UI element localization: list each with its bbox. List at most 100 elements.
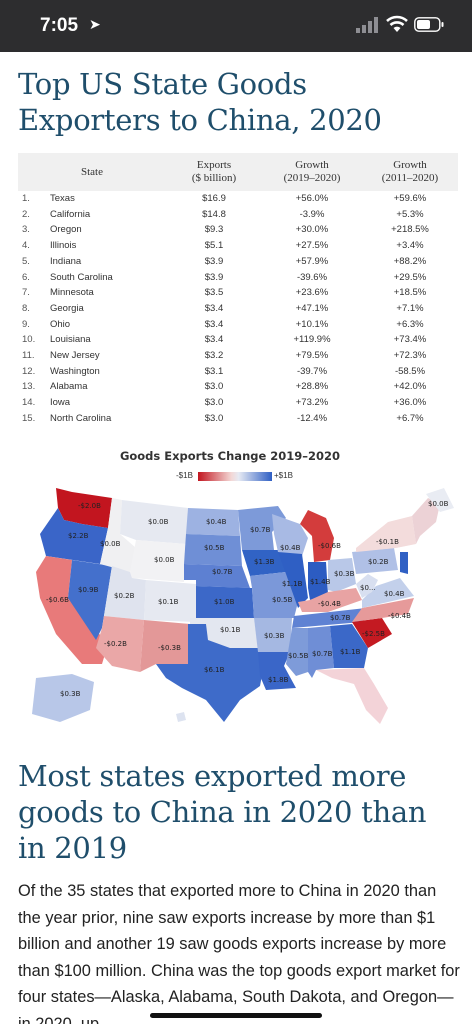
state-az xyxy=(96,616,144,672)
growth-2011-2020-cell: -58.5% xyxy=(394,365,426,377)
exports-cell: $3.9 xyxy=(204,271,224,283)
exports-cell: $3.1 xyxy=(204,365,224,377)
state-ks xyxy=(196,586,254,618)
map-label-oh: $0.3B xyxy=(334,570,355,578)
map-label-tx: $6.1B xyxy=(204,666,225,674)
state-nd xyxy=(186,508,240,536)
state-ar xyxy=(254,618,292,652)
rank-cell: 11. xyxy=(22,350,35,362)
exports-cell: $3.0 xyxy=(204,412,224,424)
article-paragraph: Of the 35 states that exported more to C… xyxy=(18,882,460,1024)
cellular-signal-icon xyxy=(356,17,378,33)
growth-2011-2020-cell: +18.5% xyxy=(393,287,427,299)
home-indicator[interactable] xyxy=(150,1013,322,1018)
map-label-mn: $0.7B xyxy=(250,526,271,534)
state-la xyxy=(258,652,296,690)
state-ga xyxy=(330,624,368,668)
growth-2011-2020-cell: +5.3% xyxy=(396,208,424,220)
table-row: 7. Minnesota $3.5 +23.6% +18.5% xyxy=(18,285,458,301)
rank-cell: 2. xyxy=(22,208,30,220)
table-header-row: State Exports ($ billion) Growth (2019–2… xyxy=(18,153,458,191)
table-row: 3. Oregon $9.3 +30.0% +218.5% xyxy=(18,222,458,238)
map-label-wv: $0... xyxy=(360,584,376,592)
map-label-ks: $1.0B xyxy=(214,598,235,606)
growth-2011-2020-cell: +59.6% xyxy=(393,193,427,204)
state-nc xyxy=(352,598,414,622)
status-time: 7:05 xyxy=(40,15,79,36)
growth-2019-2020-cell: +57.9% xyxy=(295,255,329,267)
growth-2019-2020-cell: +79.5% xyxy=(295,350,329,362)
exports-cell: $3.0 xyxy=(204,381,224,393)
state-co xyxy=(144,580,196,622)
map-label-ak: $0.3B xyxy=(60,690,81,698)
table-row: 15. North Carolina $3.0 -12.4% +6.7% xyxy=(18,411,458,427)
state-ca xyxy=(36,556,108,664)
growth-2011-2020-cell: +218.5% xyxy=(391,224,429,236)
map-label-sc: -$2.5B xyxy=(362,630,385,638)
state-mo xyxy=(250,572,298,618)
state-wa xyxy=(56,488,112,528)
map-label-ok: $0.1B xyxy=(220,626,241,634)
growth-2011-2020-cell: +36.0% xyxy=(393,397,427,409)
table-row: 6. South Carolina $3.9 -39.6% +29.5% xyxy=(18,270,458,286)
legend-gradient xyxy=(198,472,272,481)
rank-cell: 14. xyxy=(22,397,36,409)
growth-2019-2020-cell: +56.0% xyxy=(295,193,329,204)
state-wv xyxy=(356,574,378,598)
legend-min-label: -$1B xyxy=(176,471,193,480)
map-legend: -$1B +$1B xyxy=(176,470,296,484)
map-label-id: $0.0B xyxy=(100,540,121,548)
map-label-az: -$0.2B xyxy=(104,640,127,648)
state-cell: Indiana xyxy=(50,255,82,267)
exports-cell: $3.2 xyxy=(204,350,224,362)
state-cell: Louisiana xyxy=(50,334,91,346)
state-cell: Alabama xyxy=(50,381,88,393)
battery-icon xyxy=(414,17,444,32)
state-sc xyxy=(352,618,392,648)
state-new-england xyxy=(412,498,440,544)
growth-2019-2020-cell: +23.6% xyxy=(295,287,329,299)
state-cell: New Jersey xyxy=(50,350,100,362)
table-row: 1. Texas $16.9 +56.0% +59.6% xyxy=(18,191,458,207)
state-ut xyxy=(104,566,146,620)
state-in xyxy=(308,562,328,600)
map-label-al: $0.7B xyxy=(312,650,333,658)
table-row: 14. Iowa $3.0 +73.2% +36.0% xyxy=(18,395,458,411)
us-states-map: -$2.0B $2.2B $0.0B $0.0B $0.4B $0.7B $0.4B -$0.… xyxy=(32,488,454,724)
state-ky xyxy=(298,588,362,612)
rank-cell: 9. xyxy=(22,318,30,330)
section-heading: Most states exported more goods to China… xyxy=(18,759,427,865)
state-nj xyxy=(400,552,408,574)
exports-cell: $3.4 xyxy=(204,318,224,330)
state-fl xyxy=(316,668,388,724)
state-cell: Illinois xyxy=(50,240,77,252)
state-cell: California xyxy=(50,208,91,220)
growth-2019-2020-cell: -39.6% xyxy=(296,271,328,283)
exports-cell: $16.9 xyxy=(202,193,226,204)
rank-cell: 8. xyxy=(22,302,30,314)
growth-2011-2020-cell: +6.3% xyxy=(396,318,424,330)
exports-cell: $14.8 xyxy=(202,208,226,220)
state-ny xyxy=(356,516,416,552)
growth-2011-2020-column-header: Growth (2011–2020) xyxy=(362,153,458,191)
map-label-nc: -$0.4B xyxy=(388,612,411,620)
map-label-wi: $0.4B xyxy=(280,544,301,552)
table-row: 10. Louisiana $3.4 +119.9% +73.4% xyxy=(18,332,458,348)
map-label-ia: $1.3B xyxy=(254,558,275,566)
growth-2011-2020-cell: +72.3% xyxy=(393,350,427,362)
wifi-icon xyxy=(386,15,408,32)
table-row: 13. Alabama $3.0 +28.8% +42.0% xyxy=(18,379,458,395)
state-cell: Georgia xyxy=(50,302,84,314)
state-cell: South Carolina xyxy=(50,271,113,283)
state-pa xyxy=(352,548,398,574)
map-label-wy: $0.0B xyxy=(154,556,175,564)
state-column-header: State xyxy=(18,153,166,191)
map-label-ms: $0.5B xyxy=(288,652,309,660)
map-label-mt: $0.0B xyxy=(148,518,169,526)
map-label-ut: $0.2B xyxy=(114,592,135,600)
growth-2019-2020-cell: -12.4% xyxy=(296,412,328,424)
state-cell: Texas xyxy=(50,193,75,204)
table-row: 12. Washington $3.1 -39.7% -58.5% xyxy=(18,364,458,380)
rank-cell: 3. xyxy=(22,224,30,236)
state-cell: Minnesota xyxy=(50,287,94,299)
